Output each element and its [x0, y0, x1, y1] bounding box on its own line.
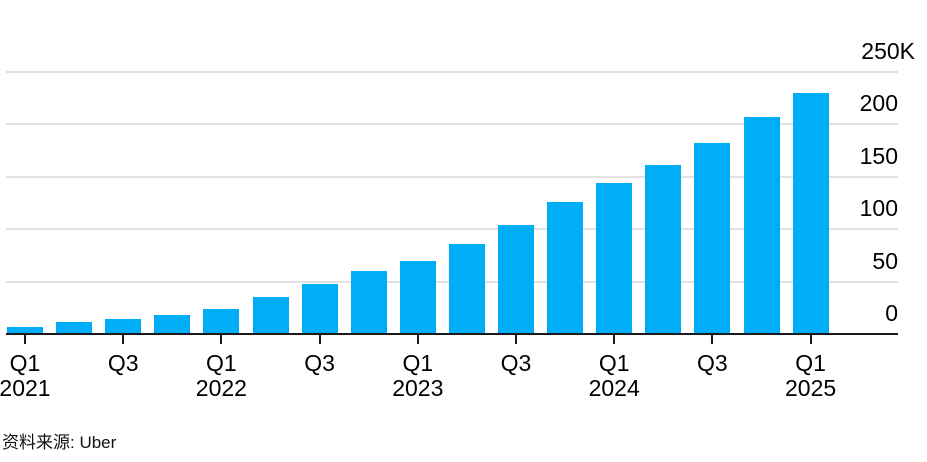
x-year-label: 2022 — [195, 375, 247, 401]
x-year-label: 2021 — [0, 375, 51, 401]
x-tick — [122, 335, 125, 344]
x-tick — [515, 335, 517, 344]
bar — [694, 142, 731, 334]
bar — [547, 201, 584, 334]
gridline — [6, 123, 898, 125]
y-axis-label: 0 — [885, 300, 898, 326]
x-tick-label: Q3 — [304, 350, 335, 376]
gridline — [6, 71, 898, 73]
bar — [448, 243, 485, 334]
bar — [596, 182, 633, 334]
bar — [105, 319, 142, 334]
x-tick-label: Q1 — [402, 350, 434, 376]
bar — [743, 116, 780, 334]
bar — [350, 271, 387, 334]
bar — [56, 322, 93, 334]
source-note: 资料来源: Uber — [2, 433, 117, 452]
x-tick — [220, 335, 223, 344]
x-tick-label: Q3 — [697, 350, 728, 376]
y-axis-label: 100 — [859, 195, 898, 221]
bar — [645, 164, 682, 334]
x-tick — [416, 335, 419, 344]
bar — [792, 92, 829, 334]
x-tick-label: Q3 — [107, 350, 139, 376]
x-year-label: 2025 — [785, 375, 837, 401]
gridline — [6, 176, 898, 178]
x-axis-line — [6, 333, 898, 335]
x-tick-label: Q1 — [206, 350, 237, 376]
gridline — [6, 228, 898, 230]
x-tick-label: Q1 — [598, 350, 630, 376]
bar — [301, 283, 338, 334]
y-axis-label: 250K — [861, 37, 915, 64]
x-tick — [318, 335, 321, 344]
y-axis-label: 50 — [872, 247, 898, 274]
bar — [399, 260, 436, 334]
y-axis-label: 150 — [859, 142, 898, 169]
bar — [203, 308, 240, 334]
bar — [154, 315, 191, 334]
x-tick-label: Q1 — [795, 350, 826, 376]
bar — [252, 297, 289, 335]
x-tick-label: Q3 — [500, 350, 532, 376]
y-axis-label: 200 — [859, 90, 898, 116]
bar — [498, 224, 534, 334]
x-tick-label: Q1 — [9, 350, 41, 376]
x-tick — [613, 335, 616, 344]
x-tick — [809, 335, 812, 344]
x-year-label: 2023 — [392, 375, 444, 401]
x-year-label: 2024 — [588, 375, 640, 401]
x-tick — [711, 335, 714, 344]
bar — [7, 326, 43, 334]
x-tick — [24, 335, 26, 344]
